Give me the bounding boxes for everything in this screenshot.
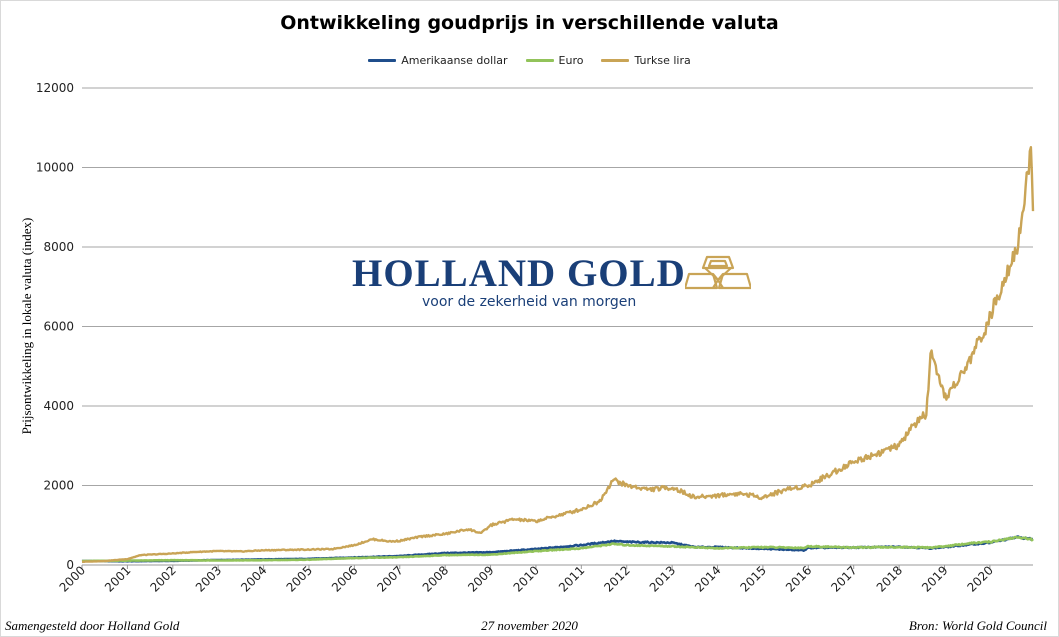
holland-gold-logo: HOLLAND GOLD voor de zekerheid van morge… bbox=[352, 252, 751, 310]
legend-item-usd: Amerikaanse dollar bbox=[368, 54, 508, 67]
x-tick-label: 2012 bbox=[601, 563, 632, 594]
legend-swatch-usd bbox=[368, 59, 397, 62]
logo-tagline: voor de zekerheid van morgen bbox=[422, 294, 637, 310]
x-tick-label: 2003 bbox=[193, 563, 224, 594]
x-tick-label: 2020 bbox=[964, 563, 995, 594]
x-tick-label: 2014 bbox=[692, 563, 723, 594]
legend-item-euro: Euro bbox=[525, 54, 584, 67]
legend-swatch-euro bbox=[525, 59, 554, 62]
x-tick-label: 2016 bbox=[783, 563, 814, 594]
chart-title: Ontwikkeling goudprijs in verschillende … bbox=[280, 12, 779, 34]
x-tick-label: 2011 bbox=[556, 563, 587, 594]
x-tick-label: 2005 bbox=[284, 563, 315, 594]
x-tick-label: 2006 bbox=[329, 563, 360, 594]
x-tick-label: 2000 bbox=[57, 563, 88, 594]
footer-date: 27 november 2020 bbox=[481, 618, 578, 633]
y-tick-label: 10000 bbox=[36, 161, 74, 175]
gold-bars-icon bbox=[685, 255, 751, 290]
legend-label-lira: Turkse lira bbox=[634, 54, 691, 67]
x-tick-label: 2013 bbox=[647, 563, 678, 594]
y-tick-label: 6000 bbox=[43, 320, 74, 334]
legend-label-usd: Amerikaanse dollar bbox=[401, 54, 508, 67]
legend-item-lira: Turkse lira bbox=[601, 54, 691, 67]
chart-legend: Amerikaanse dollar Euro Turkse lira bbox=[0, 54, 1059, 67]
x-tick-label: 2002 bbox=[147, 563, 178, 594]
legend-swatch-lira bbox=[601, 59, 630, 62]
y-tick-label: 12000 bbox=[36, 81, 74, 95]
x-tick-label: 2007 bbox=[374, 563, 405, 594]
x-tick-label: 2015 bbox=[738, 563, 769, 594]
y-tick-label: 4000 bbox=[43, 399, 74, 413]
footer-compiled-by: Samengesteld door Holland Gold bbox=[5, 618, 180, 633]
y-tick-label: 8000 bbox=[43, 240, 74, 254]
legend-label-euro: Euro bbox=[558, 54, 584, 67]
x-tick-label: 2009 bbox=[465, 563, 496, 594]
x-tick-label: 2008 bbox=[420, 563, 451, 594]
y-tick-label: 2000 bbox=[43, 479, 74, 493]
x-tick-label: 2019 bbox=[919, 563, 950, 594]
series-line-2 bbox=[81, 145, 1035, 564]
x-tick-label: 2004 bbox=[238, 563, 269, 594]
x-tick-label: 2001 bbox=[102, 563, 133, 594]
footer-source: Bron: World Gold Council bbox=[908, 618, 1047, 633]
series-line-1 bbox=[81, 535, 1034, 563]
y-tick-label: 0 bbox=[66, 558, 74, 572]
x-tick-label: 2018 bbox=[874, 563, 905, 594]
x-tick-label: 2010 bbox=[511, 563, 542, 594]
logo-wordmark: HOLLAND GOLD bbox=[352, 252, 686, 295]
x-tick-label: 2017 bbox=[828, 563, 859, 594]
